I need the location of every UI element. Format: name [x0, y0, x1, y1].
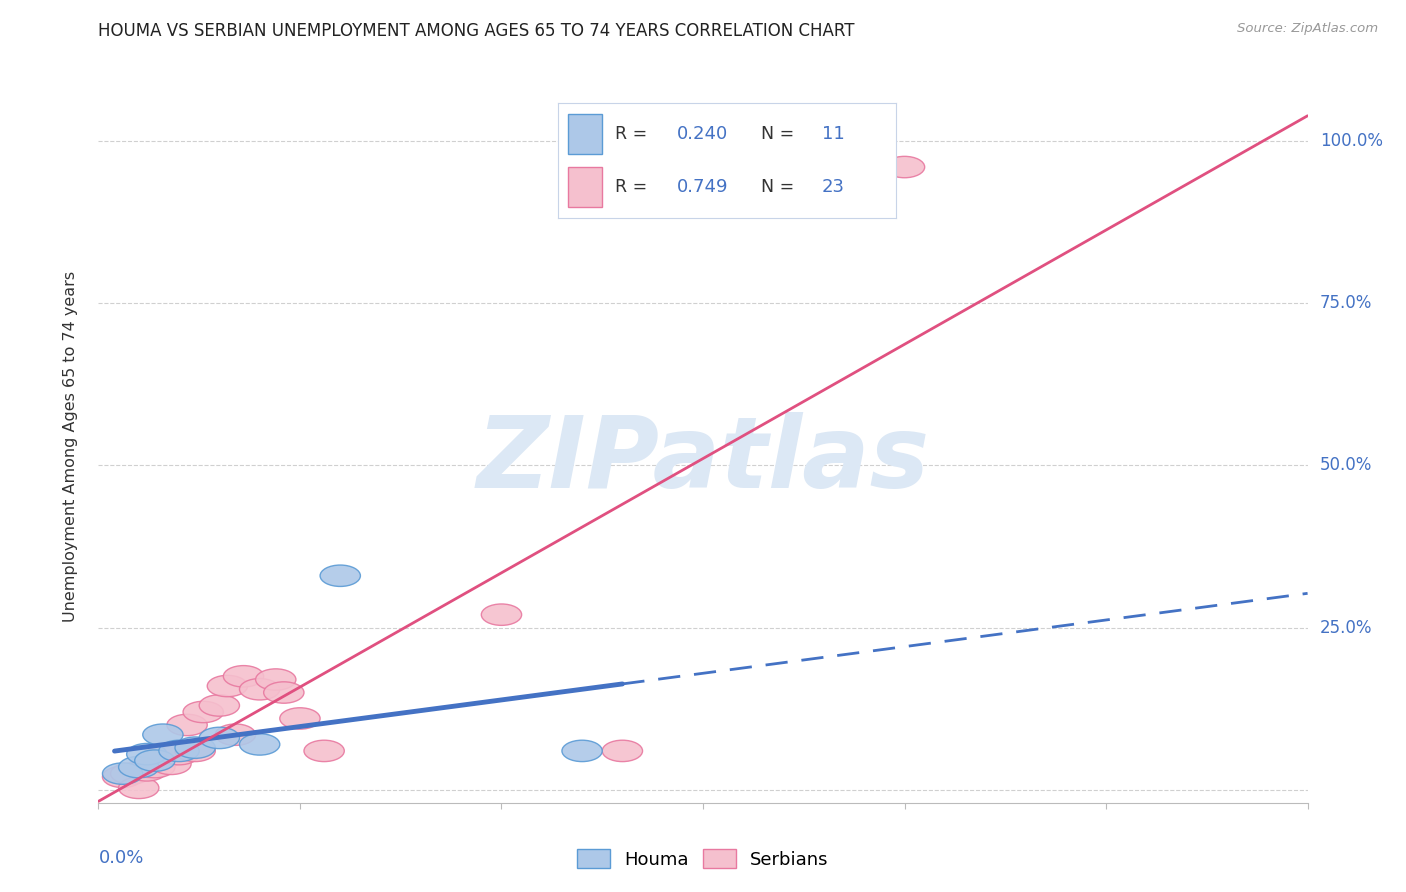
Text: 25.0%: 25.0%	[1320, 619, 1372, 637]
Ellipse shape	[127, 760, 167, 781]
Ellipse shape	[135, 756, 174, 778]
Ellipse shape	[321, 565, 360, 586]
Ellipse shape	[280, 707, 321, 729]
Text: 75.0%: 75.0%	[1320, 294, 1372, 312]
Ellipse shape	[174, 740, 215, 762]
Ellipse shape	[304, 740, 344, 762]
Text: Source: ZipAtlas.com: Source: ZipAtlas.com	[1237, 22, 1378, 36]
Ellipse shape	[103, 763, 143, 784]
Ellipse shape	[264, 681, 304, 703]
Ellipse shape	[159, 740, 200, 762]
Ellipse shape	[183, 701, 224, 723]
Text: 100.0%: 100.0%	[1320, 132, 1382, 150]
Ellipse shape	[143, 724, 183, 746]
Ellipse shape	[884, 156, 925, 178]
Ellipse shape	[150, 753, 191, 774]
Ellipse shape	[562, 740, 602, 762]
Ellipse shape	[207, 675, 247, 697]
Ellipse shape	[118, 777, 159, 798]
Ellipse shape	[602, 740, 643, 762]
Ellipse shape	[174, 737, 215, 758]
Text: 50.0%: 50.0%	[1320, 457, 1372, 475]
Text: ZIPatlas: ZIPatlas	[477, 412, 929, 508]
Y-axis label: Unemployment Among Ages 65 to 74 years: Unemployment Among Ages 65 to 74 years	[63, 270, 77, 622]
Ellipse shape	[215, 724, 256, 746]
Ellipse shape	[200, 695, 239, 716]
Ellipse shape	[111, 763, 150, 784]
Ellipse shape	[118, 756, 159, 778]
Ellipse shape	[127, 743, 167, 764]
Ellipse shape	[159, 743, 200, 764]
Ellipse shape	[239, 679, 280, 700]
Text: HOUMA VS SERBIAN UNEMPLOYMENT AMONG AGES 65 TO 74 YEARS CORRELATION CHART: HOUMA VS SERBIAN UNEMPLOYMENT AMONG AGES…	[98, 22, 855, 40]
Text: 0.0%: 0.0%	[98, 849, 143, 867]
Ellipse shape	[224, 665, 264, 687]
Ellipse shape	[256, 669, 295, 690]
Ellipse shape	[200, 727, 239, 748]
Legend: Houma, Serbians: Houma, Serbians	[569, 841, 837, 876]
Ellipse shape	[481, 604, 522, 625]
Ellipse shape	[239, 734, 280, 756]
Ellipse shape	[167, 714, 207, 736]
Ellipse shape	[103, 766, 143, 788]
Ellipse shape	[135, 750, 174, 772]
Ellipse shape	[143, 747, 183, 768]
